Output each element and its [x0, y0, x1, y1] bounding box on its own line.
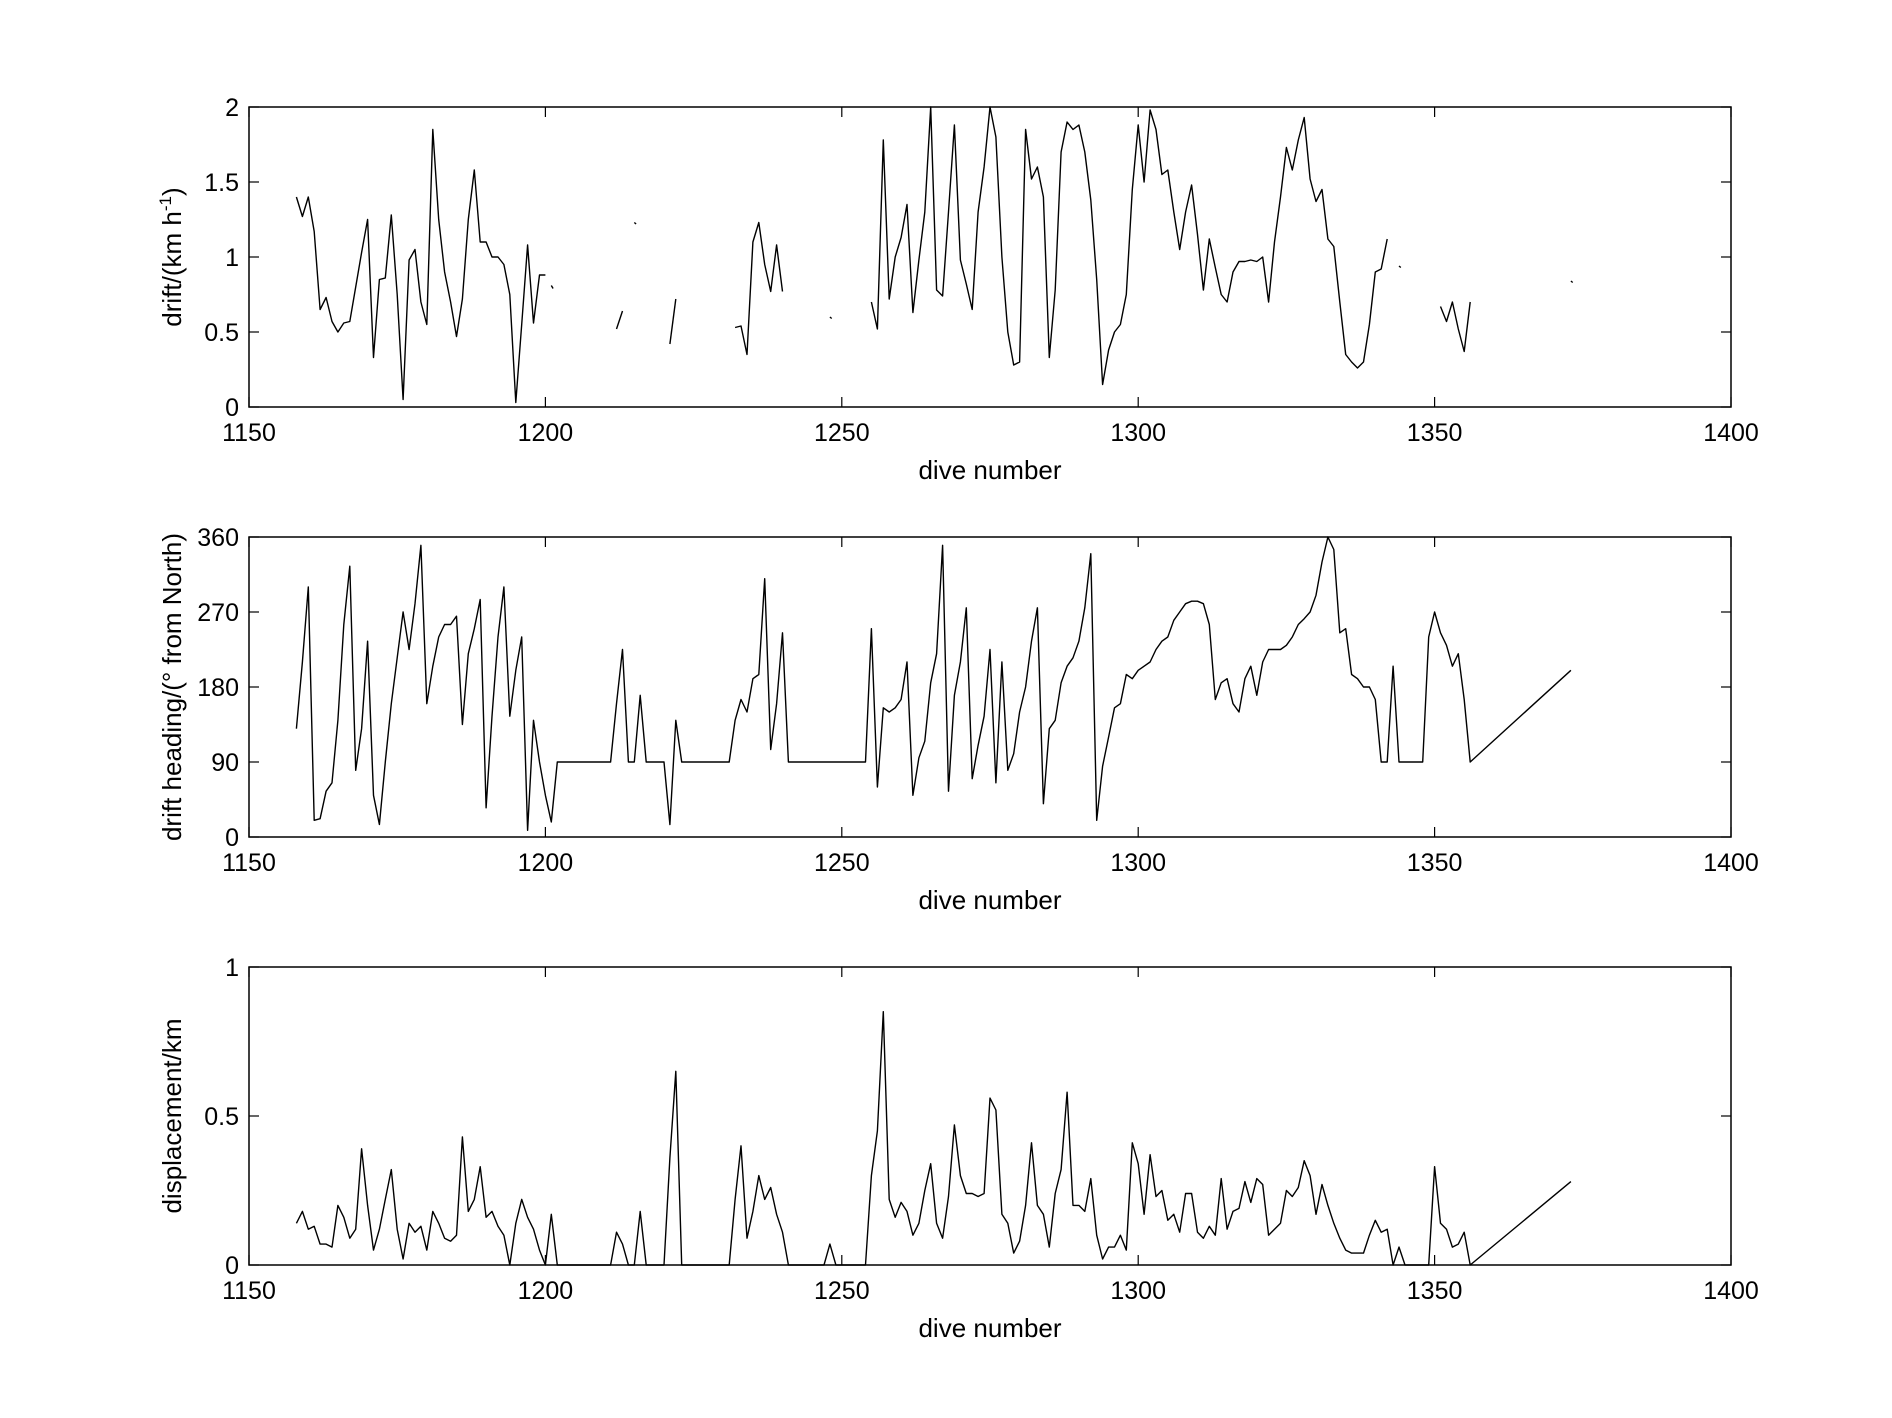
series-line	[669, 298, 677, 345]
series-line	[1398, 265, 1402, 269]
y-axis-label-superscript: -1	[156, 196, 175, 211]
x-tick-label: 1350	[1407, 849, 1463, 877]
series-line	[734, 221, 784, 356]
y-tick-label: 0	[225, 824, 239, 852]
series-line	[295, 536, 1572, 831]
plot-frame	[248, 536, 1732, 838]
series-line	[1439, 301, 1471, 353]
y-tick-label: 90	[211, 749, 239, 777]
x-axis-label: dive number	[918, 885, 1061, 915]
y-tick-label: 1.5	[204, 169, 239, 197]
x-tick-label: 1300	[1110, 419, 1166, 447]
plot-frame	[248, 106, 1732, 408]
y-tick-label: 360	[197, 524, 239, 552]
x-tick-label: 1150	[222, 849, 276, 877]
y-tick-label: 0	[225, 394, 239, 422]
y-tick-label: 1	[225, 244, 239, 272]
drift-speed-panel: 1150 1200 1250 1300 1350 1400 0 0.5 1 1.5 2 dive nu…	[156, 94, 1759, 485]
y-tick-label: 180	[197, 674, 239, 702]
y-tick-label: 2	[225, 94, 239, 122]
y-tick-label: 0	[225, 1252, 239, 1280]
y-axis-label-text: displacement/km	[157, 1018, 187, 1213]
plot-frame	[248, 966, 1732, 1266]
x-tick-label: 1400	[1703, 849, 1759, 877]
y-axis-label-text: drift heading/(° from North)	[157, 533, 187, 841]
series-line	[550, 285, 554, 289]
series-line	[615, 310, 624, 330]
series-line	[295, 128, 546, 404]
x-tick-label: 1350	[1407, 1277, 1463, 1305]
x-tick-label: 1300	[1110, 1277, 1166, 1305]
x-tick-label: 1350	[1407, 419, 1463, 447]
x-tick-label: 1150	[222, 1277, 276, 1305]
x-axis-label: dive number	[918, 1313, 1061, 1343]
x-tick-label: 1400	[1703, 1277, 1759, 1305]
y-tick-label: 270	[197, 599, 239, 627]
drift-heading-panel: 1150 1200 1250 1300 1350 1400 0 90 180 270 360 dive…	[157, 524, 1759, 915]
y-tick-label: 0.5	[204, 1103, 239, 1131]
y-axis-label: drift/(km h-1)	[156, 187, 187, 326]
y-axis-label: drift heading/(° from North)	[157, 533, 187, 841]
x-tick-label: 1400	[1703, 419, 1759, 447]
series-line	[1570, 280, 1574, 284]
displacement-panel: 1150 1200 1250 1300 1350 1400 0 0.5 1 dive number…	[157, 954, 1759, 1343]
y-axis-label-suffix: )	[157, 187, 187, 196]
series-line	[633, 221, 637, 225]
x-tick-label: 1200	[518, 1277, 574, 1305]
x-tick-label: 1200	[518, 419, 574, 447]
x-tick-label: 1200	[518, 849, 574, 877]
x-tick-label: 1300	[1110, 849, 1166, 877]
y-tick-label: 0.5	[204, 319, 239, 347]
y-axis-label: displacement/km	[157, 1018, 187, 1213]
series-line	[870, 106, 1388, 386]
x-tick-label: 1150	[222, 419, 276, 447]
x-tick-label: 1250	[814, 849, 870, 877]
y-axis-label-text: drift/(km h	[157, 211, 187, 327]
x-tick-label: 1250	[814, 1277, 870, 1305]
y-tick-label: 1	[225, 954, 239, 982]
x-axis-label: dive number	[918, 455, 1061, 485]
x-tick-label: 1250	[814, 419, 870, 447]
series-line	[829, 316, 833, 320]
series-line	[295, 1011, 1572, 1266]
